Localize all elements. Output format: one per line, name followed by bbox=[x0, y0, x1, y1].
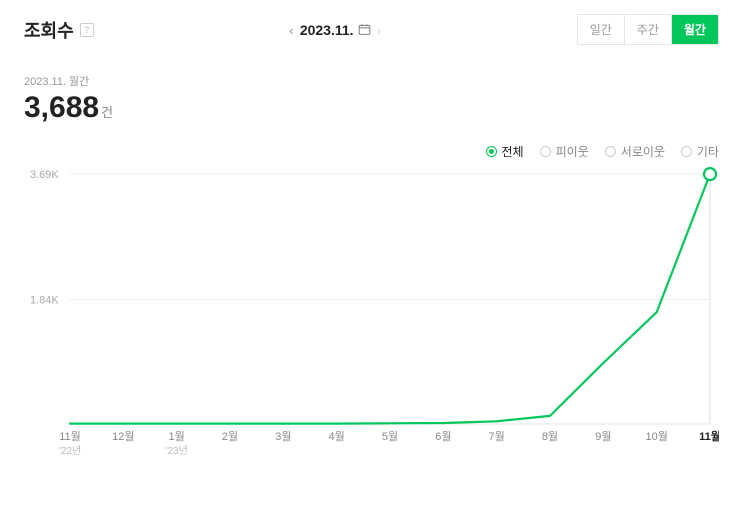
period-nav: ‹ 2023.11. › bbox=[289, 22, 381, 38]
svg-text:11월: 11월 bbox=[59, 430, 81, 443]
svg-text:3월: 3월 bbox=[275, 430, 291, 443]
legend-etc[interactable]: 기타 bbox=[681, 143, 719, 160]
svg-text:10월: 10월 bbox=[645, 430, 667, 443]
page-title: 조회수 bbox=[24, 17, 74, 43]
legend-mutual[interactable]: 서로이웃 bbox=[605, 143, 665, 160]
svg-text:4월: 4월 bbox=[329, 430, 345, 443]
radio-icon bbox=[540, 146, 551, 157]
views-chart: 1.84K 3.69K 11월 12월 1월 2월 3월 4월 5월 6월 7월 8월 9월 10월 11월… bbox=[24, 166, 719, 462]
help-icon[interactable]: ? bbox=[80, 23, 94, 37]
svg-text:2월: 2월 bbox=[222, 430, 238, 443]
radio-icon bbox=[681, 146, 692, 157]
period-picker[interactable]: 2023.11. bbox=[300, 22, 371, 38]
prev-period-button[interactable]: ‹ bbox=[289, 22, 294, 38]
legend-all[interactable]: 전체 bbox=[486, 143, 524, 160]
interval-tabs: 일간 주간 월간 bbox=[577, 14, 719, 45]
summary-unit: 건 bbox=[101, 105, 113, 120]
svg-text:12월: 12월 bbox=[112, 430, 134, 443]
legend-label: 전체 bbox=[502, 143, 524, 160]
next-period-button[interactable]: › bbox=[377, 22, 382, 38]
svg-text:'22년: '22년 bbox=[59, 445, 81, 457]
radio-icon bbox=[605, 146, 616, 157]
svg-text:1월: 1월 bbox=[169, 430, 185, 443]
legend-label: 기타 bbox=[697, 143, 719, 160]
svg-text:11월: 11월 bbox=[699, 429, 719, 443]
svg-text:3.69K: 3.69K bbox=[30, 169, 59, 181]
svg-text:8월: 8월 bbox=[542, 430, 558, 443]
summary-value: 3,688 bbox=[24, 91, 99, 125]
radio-icon bbox=[486, 146, 497, 157]
tab-monthly[interactable]: 월간 bbox=[671, 15, 718, 44]
tab-daily[interactable]: 일간 bbox=[578, 15, 624, 44]
svg-text:5월: 5월 bbox=[382, 430, 398, 443]
svg-text:6월: 6월 bbox=[435, 430, 451, 443]
svg-text:1.84K: 1.84K bbox=[30, 294, 59, 306]
svg-text:7월: 7월 bbox=[489, 430, 505, 443]
period-text: 2023.11. bbox=[300, 22, 354, 38]
legend-label: 서로이웃 bbox=[621, 143, 665, 160]
svg-text:'23년: '23년 bbox=[166, 445, 188, 457]
summary-period: 2023.11. 월간 bbox=[24, 73, 719, 89]
legend-label: 피이웃 bbox=[556, 143, 589, 160]
svg-text:9월: 9월 bbox=[595, 430, 611, 443]
legend-neighbor[interactable]: 피이웃 bbox=[540, 143, 589, 160]
series-legend: 전체 피이웃 서로이웃 기타 bbox=[0, 125, 743, 166]
tab-weekly[interactable]: 주간 bbox=[624, 15, 671, 44]
calendar-icon bbox=[358, 23, 371, 36]
